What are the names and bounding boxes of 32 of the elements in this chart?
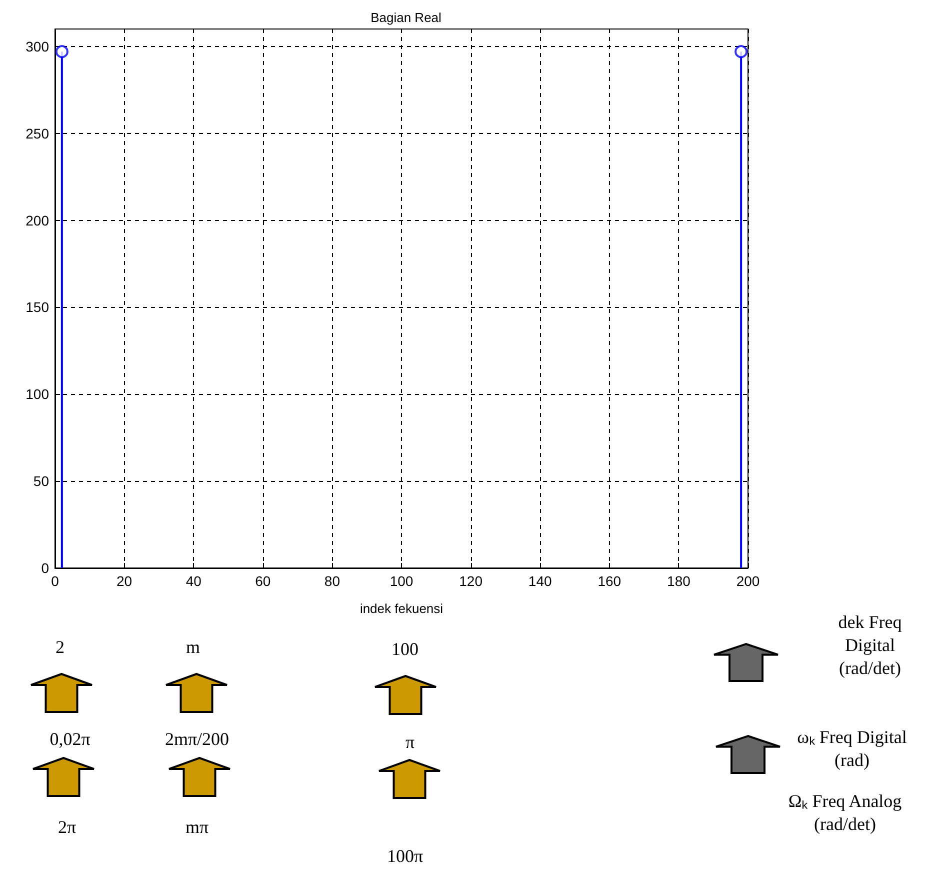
x-axis-title: indek fekuensi bbox=[360, 601, 444, 616]
chart-title: Bagian Real bbox=[370, 10, 442, 25]
x-tick-label: 200 bbox=[736, 573, 760, 589]
y-tick-label: 0 bbox=[41, 560, 50, 576]
text: 0,02π bbox=[48, 728, 92, 751]
text: π bbox=[404, 731, 416, 754]
text: mπ bbox=[184, 816, 210, 839]
text: m bbox=[184, 636, 201, 659]
text: 2π bbox=[56, 816, 78, 839]
x-tick-label: 80 bbox=[324, 573, 340, 589]
text: Ωₖ Freq Analog (rad/det) bbox=[787, 790, 903, 836]
y-tick-label: 50 bbox=[33, 473, 50, 490]
y-tick-label: 250 bbox=[26, 125, 50, 142]
text: dek Freq Digital (rad/det) bbox=[837, 611, 903, 680]
x-tick-label: 100 bbox=[390, 573, 414, 589]
x-tick-label: 140 bbox=[528, 573, 552, 589]
y-tick-label: 300 bbox=[26, 38, 50, 54]
y-tick-label: 200 bbox=[26, 212, 50, 228]
y-tick-label: 100 bbox=[26, 386, 50, 402]
x-tick-label: 180 bbox=[667, 573, 691, 589]
y-tick-label: 150 bbox=[26, 299, 50, 316]
text: 100 bbox=[390, 638, 420, 661]
x-tick-label: 60 bbox=[255, 573, 271, 589]
text: 2 bbox=[54, 636, 66, 659]
x-tick-label: 160 bbox=[598, 573, 622, 589]
text: 2mπ/200 bbox=[164, 728, 230, 751]
x-tick-label: 20 bbox=[116, 573, 132, 589]
text: 100π bbox=[386, 845, 424, 868]
x-tick-label: 0 bbox=[51, 573, 60, 589]
x-tick-label: 40 bbox=[186, 573, 202, 589]
text: ωₖ Freq Digital (rad) bbox=[796, 726, 908, 772]
x-tick-label: 120 bbox=[459, 573, 483, 589]
